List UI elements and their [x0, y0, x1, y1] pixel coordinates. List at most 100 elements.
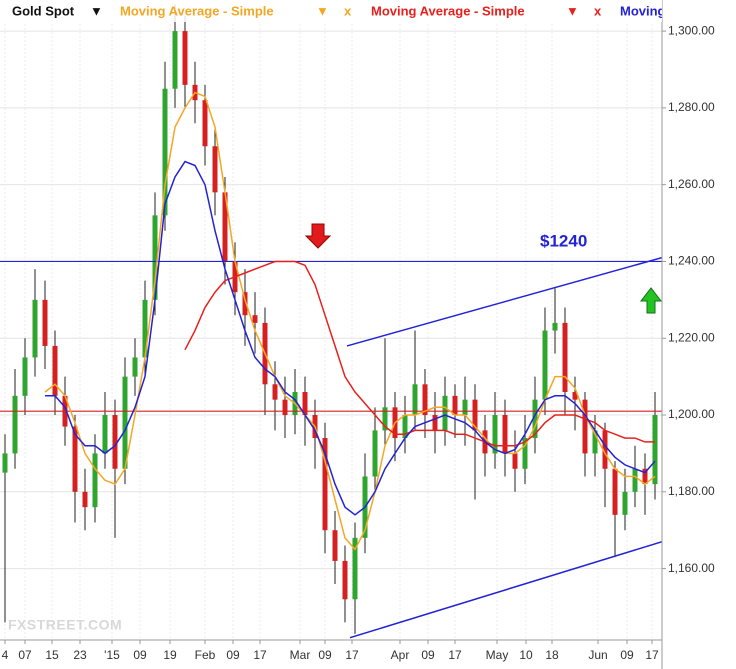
legend-entry: Moving Average - Simple [120, 3, 274, 18]
candle-body [492, 415, 498, 454]
candle-body [182, 31, 188, 85]
candle-body [282, 399, 288, 416]
candle-body [212, 146, 218, 193]
candle-body [552, 322, 558, 331]
x-tick-label: 15 [45, 648, 59, 662]
candle-body [452, 395, 458, 416]
candle-body [602, 430, 608, 469]
y-tick-label: 1,160.00 [668, 561, 715, 575]
candle-body [342, 560, 348, 600]
candle-body [442, 395, 448, 431]
candle-body [42, 299, 48, 346]
down-arrow [304, 223, 332, 249]
candle-body [12, 395, 18, 454]
y-tick-label: 1,200.00 [668, 407, 715, 421]
candle-body [52, 345, 58, 396]
candle-body [82, 491, 88, 508]
trendline [349, 540, 662, 639]
candle-body [162, 88, 168, 216]
legend-arrow: ▼ [316, 3, 329, 18]
candle-body [272, 384, 278, 400]
candle-body [142, 299, 148, 358]
candle-body [412, 384, 418, 416]
x-tick-label: 09 [226, 648, 240, 662]
y-tick-label: 1,240.00 [668, 254, 715, 268]
candle-body [642, 468, 648, 485]
x-tick-label: Feb [195, 648, 216, 662]
legend-arrow: ▼ [90, 3, 103, 18]
candle-body [112, 415, 118, 469]
x-tick-label: 17 [253, 648, 267, 662]
candle-body [352, 537, 358, 600]
candle-body [462, 399, 468, 416]
candle-body [652, 415, 658, 485]
y-tick-label: 1,260.00 [668, 177, 715, 191]
moving-average-line [44, 91, 656, 551]
candle-body [252, 315, 258, 323]
x-tick-label: 23 [73, 648, 87, 662]
watermark: FXSTREET.COM [8, 617, 122, 633]
candle-body [582, 399, 588, 454]
x-tick-label: May [486, 648, 509, 662]
legend-arrow: ▼ [566, 3, 579, 18]
candle-body [542, 330, 548, 400]
x-tick-label: 10 [519, 648, 533, 662]
y-tick-label: 1,280.00 [668, 100, 715, 114]
candle-body [322, 438, 328, 531]
candle-body [612, 468, 618, 515]
candle-body [332, 530, 338, 561]
y-tick-label: 1,300.00 [668, 23, 715, 37]
candle-body [502, 415, 508, 454]
x-tick-label: 17 [448, 648, 462, 662]
candle-body [522, 438, 528, 469]
candle-body [172, 31, 178, 89]
legend-bg [0, 0, 662, 22]
y-tick-label: 1,220.00 [668, 330, 715, 344]
moving-average-line [45, 160, 656, 516]
candle-body [572, 391, 578, 400]
legend-entry: Moving Average - Simple [620, 3, 736, 18]
candle-body [222, 192, 228, 262]
candle-body [372, 430, 378, 477]
legend-entry: Moving Average - Simple [371, 3, 525, 18]
x-tick-label: 09 [133, 648, 147, 662]
annotation: $1240 [540, 231, 587, 250]
candle-body [102, 415, 108, 454]
candle-body [92, 453, 98, 508]
legend-close[interactable]: x [344, 3, 352, 18]
trendline [346, 256, 662, 347]
candle-body [152, 215, 158, 300]
x-tick-label: 09 [318, 648, 332, 662]
candle-body [562, 322, 568, 392]
candle-body [22, 357, 28, 396]
candle-body [622, 491, 628, 515]
x-tick-label: 09 [620, 648, 634, 662]
x-tick-label: '15 [104, 648, 120, 662]
candle-body [402, 415, 408, 439]
candle-body [132, 357, 138, 377]
candle-body [302, 391, 308, 416]
x-tick-label: 17 [645, 648, 659, 662]
plot-area [0, 4, 662, 639]
x-tick-label: 07 [18, 648, 32, 662]
x-tick-label: Jun [588, 648, 607, 662]
candle-body [632, 468, 638, 492]
candle-body [242, 292, 248, 316]
grid [0, 0, 662, 640]
candle-body [2, 453, 8, 473]
candle-body [72, 426, 78, 492]
moving-average-line [184, 260, 655, 447]
candle-body [122, 376, 128, 469]
legend-close[interactable]: x [594, 3, 602, 18]
legend-entry: Gold Spot [12, 3, 75, 18]
candle-body [382, 407, 388, 431]
candle-body [422, 384, 428, 416]
candle-body [32, 299, 38, 358]
candle-body [592, 430, 598, 454]
candle-body [532, 399, 538, 439]
x-tick-label: 09 [421, 648, 435, 662]
up-arrow [639, 287, 663, 314]
candle-body [432, 415, 438, 431]
candle-body [202, 100, 208, 147]
